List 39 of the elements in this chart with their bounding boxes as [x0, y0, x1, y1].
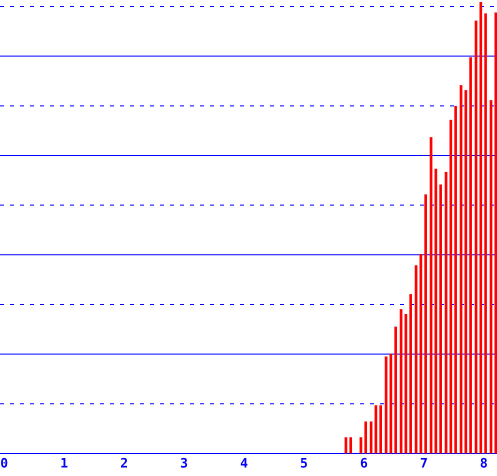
x-tick-label: 0: [0, 456, 8, 472]
bar: [394, 326, 398, 454]
bar: [420, 254, 422, 454]
x-tick-label: 4: [240, 456, 248, 472]
bar: [374, 405, 378, 454]
x-tick-label: 1: [60, 456, 68, 472]
bar: [409, 294, 412, 454]
bar: [484, 13, 487, 454]
bar: [390, 354, 392, 454]
bar: [444, 172, 448, 454]
x-tick-label: 6: [360, 456, 368, 472]
bar: [474, 20, 478, 454]
bar: [400, 309, 402, 454]
bar: [460, 85, 462, 454]
x-tick-label: 8: [480, 456, 488, 472]
bar: [464, 90, 468, 454]
bar: [364, 421, 368, 454]
bar: [479, 2, 482, 454]
bar: [450, 120, 452, 454]
x-tick-label: 7: [420, 456, 428, 472]
x-tick-label: 5: [300, 456, 308, 472]
bar: [370, 421, 372, 454]
x-tick-label: 2: [120, 456, 128, 472]
bar: [384, 356, 388, 454]
bar: [379, 405, 382, 454]
bar: [494, 12, 497, 454]
bar: [404, 314, 408, 454]
bar: [360, 437, 362, 454]
bar: [349, 437, 352, 454]
bar: [344, 437, 348, 454]
bar: [490, 100, 492, 454]
bar: [434, 168, 438, 454]
x-tick-label: 3: [180, 456, 188, 472]
bar: [439, 184, 442, 454]
bar: [469, 57, 472, 454]
bar: [430, 137, 432, 454]
bar: [424, 194, 427, 454]
bar: [454, 106, 457, 454]
bar: [414, 265, 418, 454]
